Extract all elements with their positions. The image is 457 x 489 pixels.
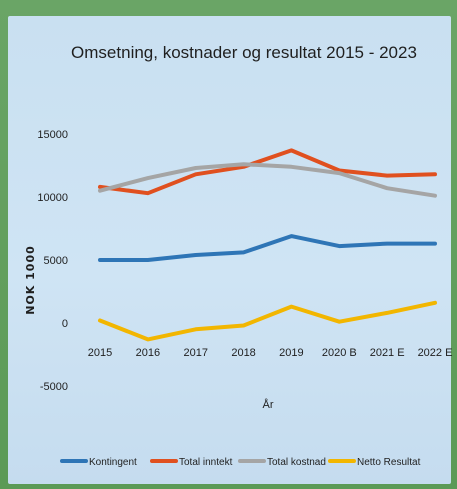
chart-title: Omsetning, kostnader og resultat 2015 - … (71, 43, 417, 62)
x-tick-label: 2021 E (370, 347, 405, 359)
y-tick-label: 10000 (37, 192, 68, 204)
legend-label-total-inntekt: Total inntekt (179, 457, 233, 468)
x-tick-label: 2018 (231, 347, 255, 359)
legend-label-kontingent: Kontingent (89, 457, 137, 468)
x-tick-label: 2015 (88, 347, 112, 359)
series-line-total-kostnad (98, 162, 437, 198)
legend-label-total-kostnad: Total kostnad (267, 457, 326, 468)
x-tick-labels: 2015 2016 2017 2018 2019 2020 B 2021 E 2022 E (88, 347, 453, 359)
series-line-total-inntekt (98, 148, 437, 196)
series-line-kontingent (98, 234, 437, 262)
chart-panel (8, 16, 451, 484)
legend: Kontingent Total inntekt Total kostnad Nett… (60, 457, 421, 468)
series-lines (98, 148, 437, 342)
y-axis-label: NOK 1000 (24, 245, 37, 315)
y-tick-labels: 15000 10000 5000 0 -5000 (37, 129, 68, 393)
y-tick-label: 5000 (44, 255, 68, 267)
x-tick-label: 2022 E (418, 347, 453, 359)
y-tick-label: 0 (62, 318, 68, 330)
x-axis-label: År (263, 398, 274, 411)
y-tick-label: -5000 (40, 381, 68, 393)
x-tick-label: 2019 (279, 347, 303, 359)
series-line-netto-resultat (98, 300, 437, 342)
x-tick-label: 2016 (136, 347, 160, 359)
legend-label-netto-resultat: Netto Resultat (357, 457, 421, 468)
y-tick-label: 15000 (37, 129, 68, 141)
x-tick-label: 2020 B (322, 347, 357, 359)
x-tick-label: 2017 (183, 347, 207, 359)
